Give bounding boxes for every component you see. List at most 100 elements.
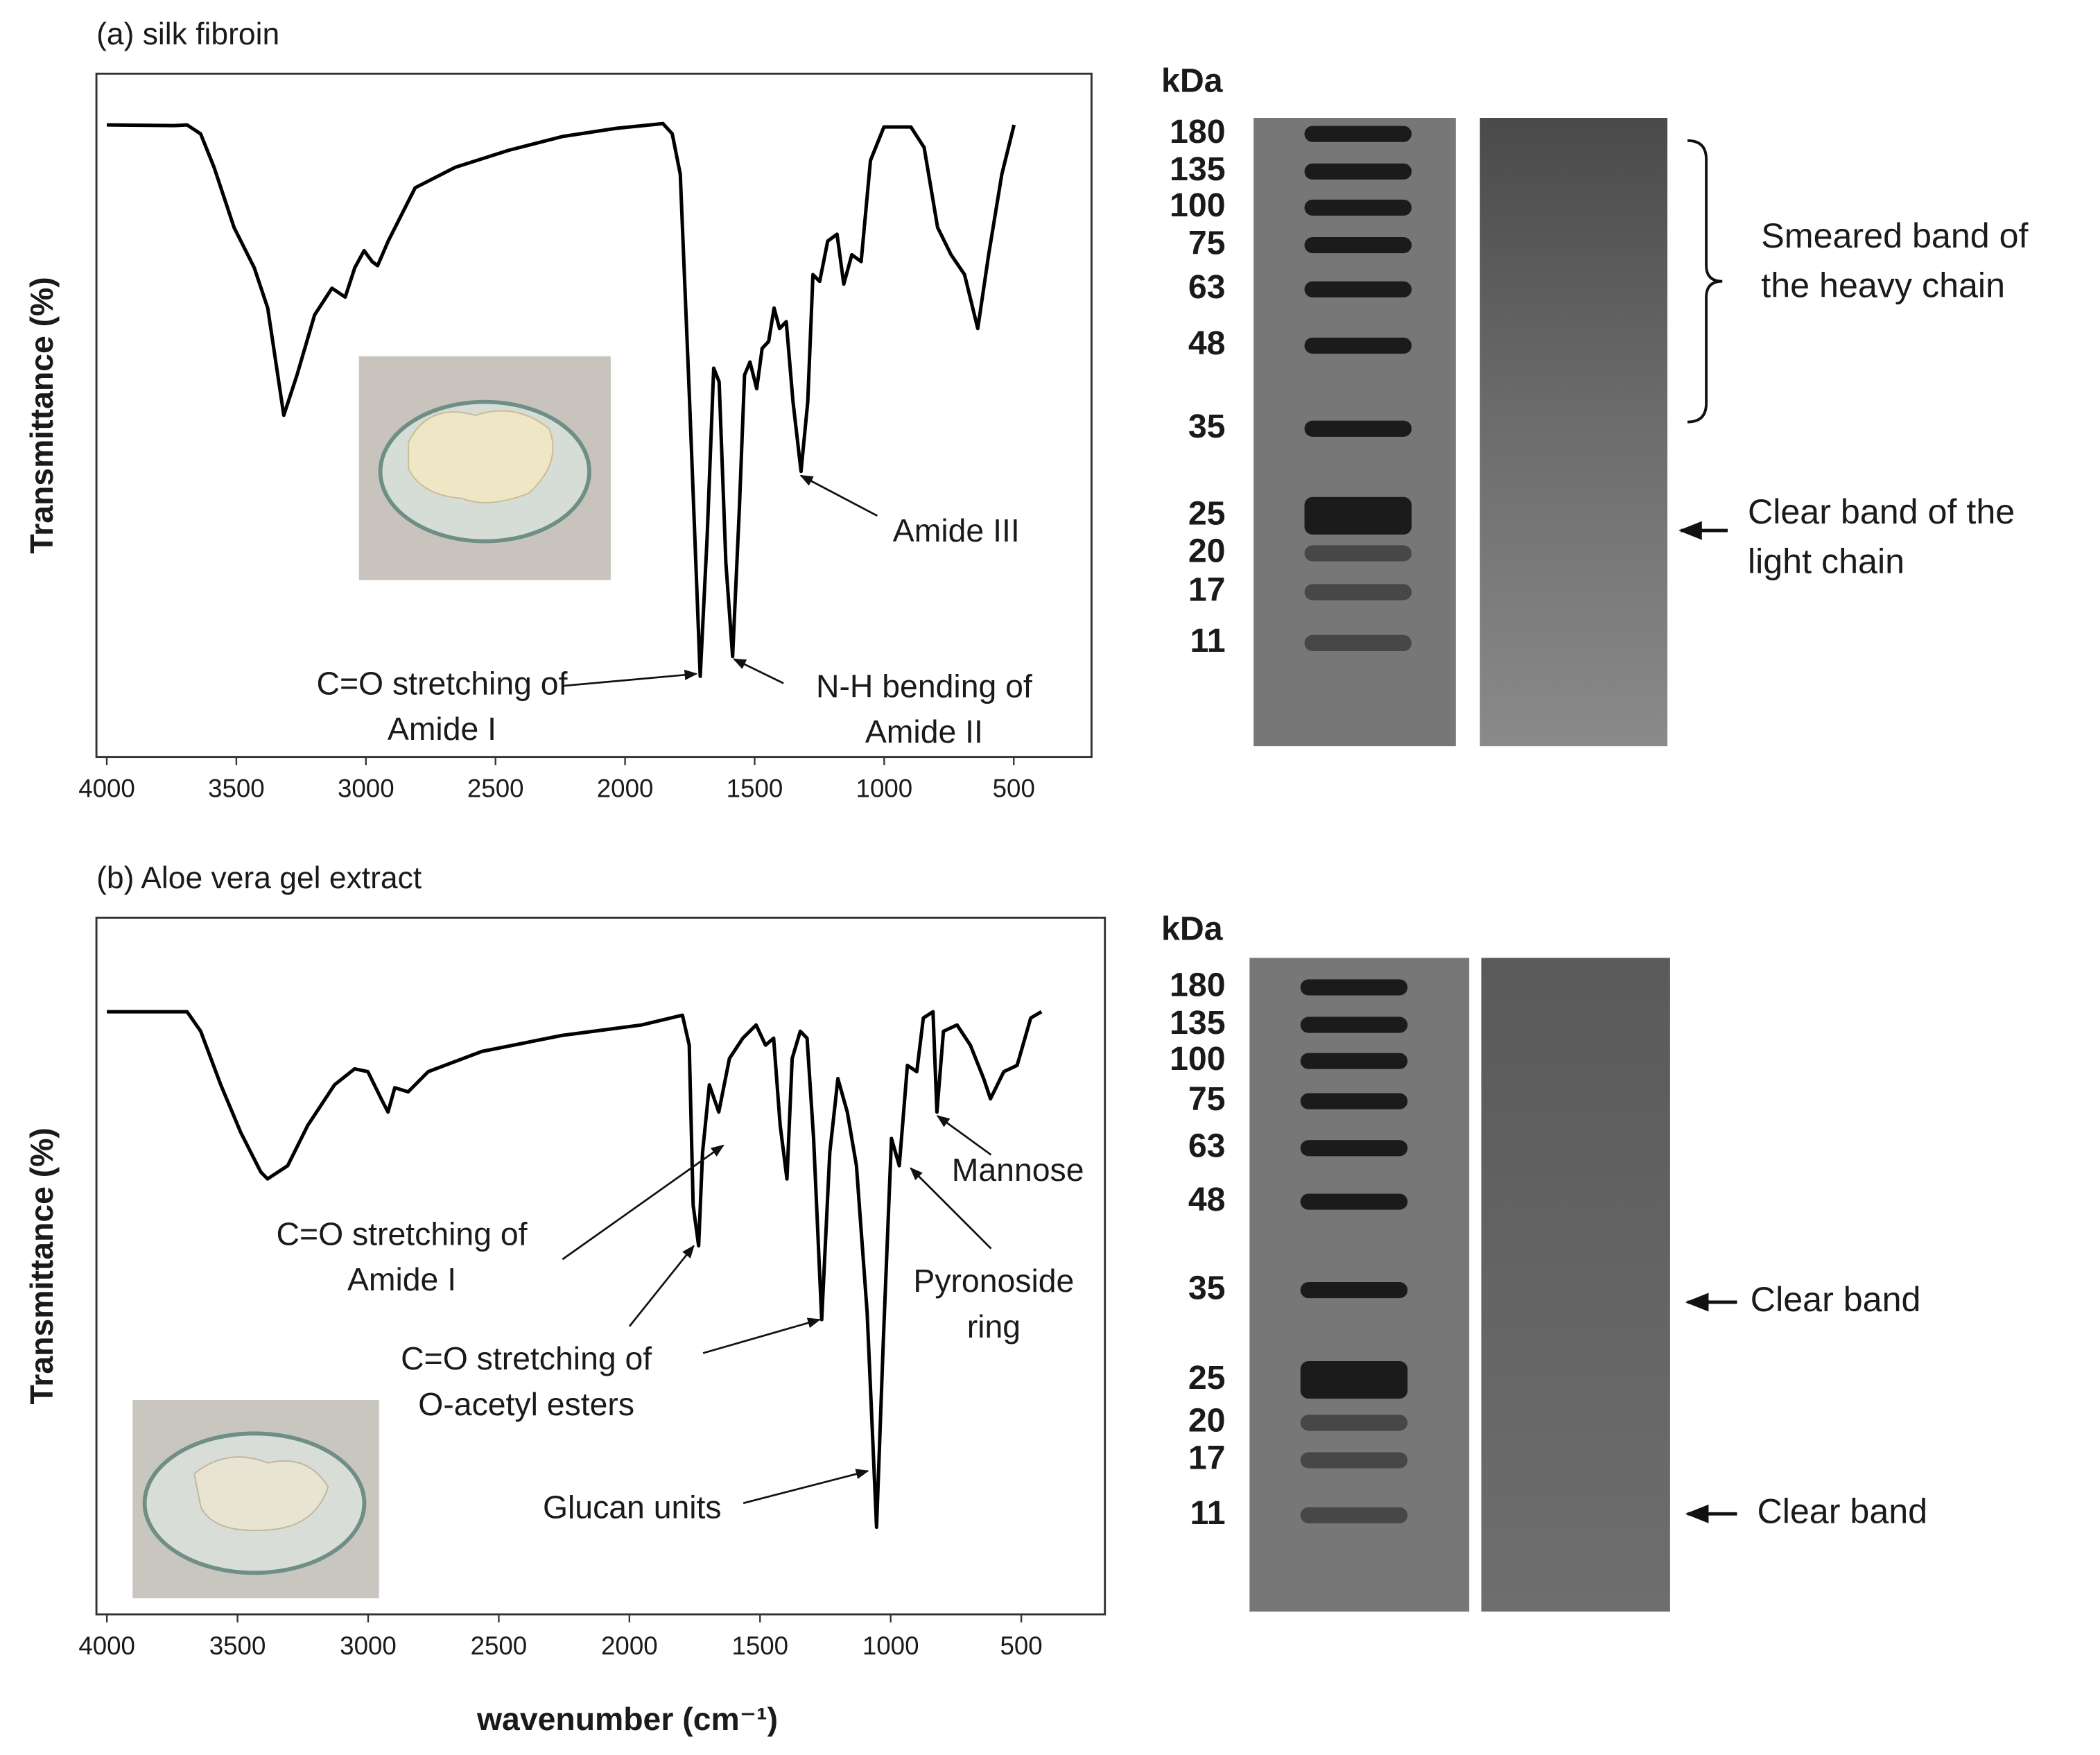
- gel-lane: [1479, 118, 1668, 747]
- ladder-band: [1300, 1193, 1408, 1210]
- annotation-arrow: [732, 658, 784, 684]
- annotation-arrow: [628, 1245, 695, 1327]
- ladder-band: [1304, 496, 1412, 535]
- gel-unit: kDa: [1161, 62, 1224, 100]
- ladder-label: 11: [1190, 1494, 1226, 1532]
- ladder-label: 17: [1188, 571, 1226, 609]
- ladder-label: 100: [1170, 1040, 1226, 1078]
- photo-inset: [132, 1400, 379, 1598]
- x-tick-label: 1000: [862, 1632, 919, 1660]
- x-tick-label: 500: [993, 775, 1035, 803]
- annotation-arrow: [562, 669, 698, 687]
- gel-note: Clear band: [1757, 1492, 1927, 1530]
- x-tick-label: 3000: [340, 1632, 397, 1660]
- chart-title: (a) silk fibroin: [96, 17, 279, 51]
- y-axis-label: Transmittance (%): [24, 277, 60, 553]
- annotation: Amide I: [347, 1261, 456, 1297]
- ladder-band: [1304, 634, 1412, 651]
- annotation: O-acetyl esters: [418, 1386, 634, 1422]
- gel-note: the heavy chain: [1761, 266, 2005, 305]
- ladder-band: [1304, 545, 1412, 562]
- gel-note: light chain: [1748, 542, 1904, 581]
- ladder-band: [1300, 1452, 1408, 1469]
- annotation: Mannose: [952, 1152, 1084, 1188]
- spectrum-line: [107, 121, 1016, 678]
- ladder-band: [1304, 337, 1412, 354]
- annotation: N-H bending of: [816, 668, 1032, 704]
- chart-title: (b) Aloe vera gel extract: [96, 861, 422, 895]
- ladder-band: [1304, 584, 1412, 600]
- annotation: C=O stretching of: [277, 1216, 528, 1252]
- ladder-band: [1300, 1140, 1408, 1157]
- ladder-label: 17: [1188, 1440, 1226, 1477]
- ladder-label: 25: [1188, 1359, 1226, 1397]
- bracket: [1687, 139, 1723, 424]
- ladder-band: [1304, 420, 1412, 437]
- annotation: Pyronoside: [913, 1263, 1074, 1299]
- annotation-arrow: [562, 1144, 724, 1261]
- x-tick-label: 1500: [727, 775, 783, 803]
- ladder-label: 11: [1190, 622, 1226, 659]
- ladder-label: 180: [1170, 967, 1226, 1004]
- ladder-label: 75: [1188, 1080, 1226, 1118]
- ladder-label: 20: [1188, 1402, 1226, 1440]
- annotation: Amide I: [388, 711, 496, 747]
- annotation: Glucan units: [543, 1489, 722, 1525]
- y-axis-label: Transmittance (%): [24, 1127, 60, 1404]
- annotation-arrow: [702, 1317, 822, 1354]
- x-tick-label: 3000: [338, 775, 394, 803]
- annotation: Amide III: [893, 512, 1020, 548]
- annotation-arrow: [910, 1167, 992, 1250]
- x-tick-label: 3500: [208, 775, 265, 803]
- ladder-label: 135: [1170, 1004, 1226, 1041]
- annotation-arrow: [743, 1469, 869, 1505]
- plot-frame: [95, 72, 1093, 759]
- ladder-band: [1300, 1017, 1408, 1033]
- annotation: C=O stretching of: [401, 1340, 652, 1376]
- annotation: Amide II: [865, 714, 983, 750]
- spectrum-line: [107, 1010, 1043, 1530]
- ladder-band: [1300, 1507, 1408, 1523]
- ladder-band: [1304, 281, 1412, 297]
- ladder-band: [1304, 126, 1412, 142]
- ladder-label: 20: [1188, 533, 1226, 570]
- x-tick-label: 2500: [471, 1632, 528, 1660]
- ladder-band: [1300, 1093, 1408, 1109]
- x-tick-label: 1000: [856, 775, 913, 803]
- ladder-label: 180: [1170, 113, 1226, 150]
- ladder-label: 35: [1188, 408, 1226, 445]
- ladder-label: 100: [1170, 187, 1226, 224]
- x-tick-label: 2000: [601, 1632, 658, 1660]
- x-tick-label: 500: [1000, 1632, 1043, 1660]
- photo-inset: [358, 356, 611, 580]
- ladder-band: [1300, 979, 1408, 996]
- gel-lane: [1481, 958, 1670, 1612]
- ladder-label: 135: [1170, 150, 1226, 188]
- ladder-band: [1304, 199, 1412, 216]
- annotation: C=O stretching of: [316, 665, 567, 701]
- x-tick-label: 1500: [731, 1632, 788, 1660]
- x-axis-label: wavenumber (cm⁻¹): [476, 1701, 778, 1737]
- ladder-band: [1304, 236, 1412, 254]
- ladder-band: [1300, 1360, 1408, 1399]
- x-tick-label: 3500: [209, 1632, 266, 1660]
- annotation: ring: [967, 1308, 1021, 1345]
- annotation-arrow: [936, 1115, 992, 1156]
- ladder-label: 75: [1188, 224, 1226, 261]
- gel-note: Clear band of the: [1748, 492, 2015, 531]
- ladder-label: 63: [1188, 268, 1226, 306]
- gel-unit: kDa: [1161, 910, 1224, 948]
- ladder-label: 25: [1188, 495, 1226, 533]
- gel-note: Clear band: [1751, 1280, 1921, 1319]
- ladder-band: [1300, 1415, 1408, 1431]
- ladder-band: [1300, 1053, 1408, 1069]
- x-tick-label: 2500: [467, 775, 524, 803]
- gel-note: Smeared band of: [1761, 216, 2029, 255]
- annotation-arrow: [799, 474, 878, 517]
- ladder-band: [1300, 1281, 1408, 1299]
- ladder-label: 48: [1188, 1181, 1226, 1218]
- x-tick-label: 4000: [78, 775, 135, 803]
- plot-frame: [95, 917, 1107, 1616]
- ladder-label: 48: [1188, 325, 1226, 362]
